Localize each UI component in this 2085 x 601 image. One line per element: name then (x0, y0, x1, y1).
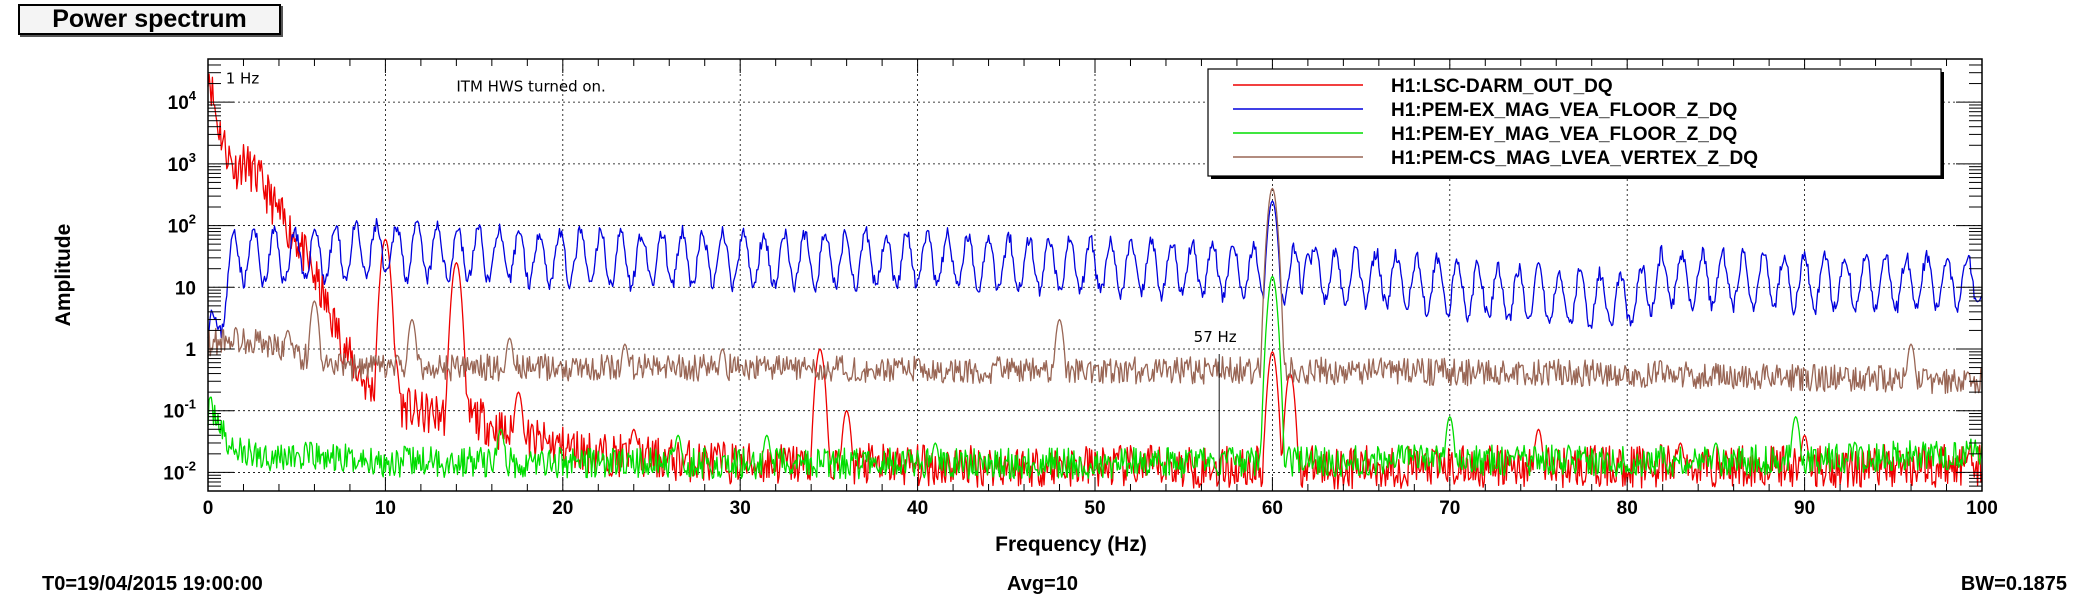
series-line-1 (207, 200, 1983, 339)
legend-entry: H1:PEM-EY_MAG_VEA_FLOOR_Z_DQ (1391, 124, 1737, 145)
legend: H1:LSC-DARM_OUT_DQ H1:PEM-EX_MAG_VEA_FLOO… (1207, 68, 1944, 179)
y-tick-label: 10 (175, 278, 196, 299)
y-tick-label: 1 (185, 340, 196, 361)
x-tick-label: 90 (1794, 498, 1815, 519)
y-tick-label: 10-1 (163, 397, 196, 423)
x-tick-label: 10 (375, 498, 396, 519)
series-line-3 (207, 187, 1983, 395)
series-line-2 (207, 275, 1983, 480)
y-tick-label: 10-2 (163, 458, 196, 484)
y-tick-label: 103 (168, 150, 196, 176)
window-title: Power spectrum (18, 4, 281, 35)
x-tick-label: 70 (1439, 498, 1460, 519)
y-tick-label: 104 (168, 88, 197, 114)
annotations: 1 Hz ITM HWS turned on. 57 Hz (226, 70, 1237, 491)
y-tick-label: 102 (168, 212, 196, 238)
legend-entry: H1:LSC-DARM_OUT_DQ (1391, 76, 1613, 97)
annotation-text: 57 Hz (1194, 328, 1237, 346)
x-tick-label: 100 (1966, 498, 1998, 519)
x-tick-label: 60 (1262, 498, 1283, 519)
footer-bandwidth: BW=0.1875 (1960, 573, 2067, 595)
annotation-text: 1 Hz (226, 70, 260, 88)
legend-entry: H1:PEM-EX_MAG_VEA_FLOOR_Z_DQ (1391, 100, 1737, 121)
footer-averages: Avg=10 (1007, 573, 1078, 595)
x-tick-labels: 0 10 20 30 40 50 60 70 80 90 100 (203, 498, 1998, 519)
legend-box (1207, 68, 1942, 177)
plot-series (207, 73, 1983, 490)
x-tick-label: 80 (1617, 498, 1638, 519)
x-tick-label: 40 (907, 498, 928, 519)
y-axis-label: Amplitude (52, 224, 75, 327)
x-axis-label: Frequency (Hz) (995, 533, 1147, 556)
axis-ticks (207, 58, 1983, 492)
x-tick-label: 50 (1084, 498, 1105, 519)
x-tick-label: 0 (203, 498, 214, 519)
legend-entry: H1:PEM-CS_MAG_LVEA_VERTEX_Z_DQ (1391, 148, 1758, 169)
x-tick-label: 30 (730, 498, 751, 519)
annotation-text: ITM HWS turned on. (456, 77, 605, 95)
x-tick-label: 20 (552, 498, 573, 519)
footer-start-time: T0=19/04/2015 19:00:00 (42, 573, 263, 595)
